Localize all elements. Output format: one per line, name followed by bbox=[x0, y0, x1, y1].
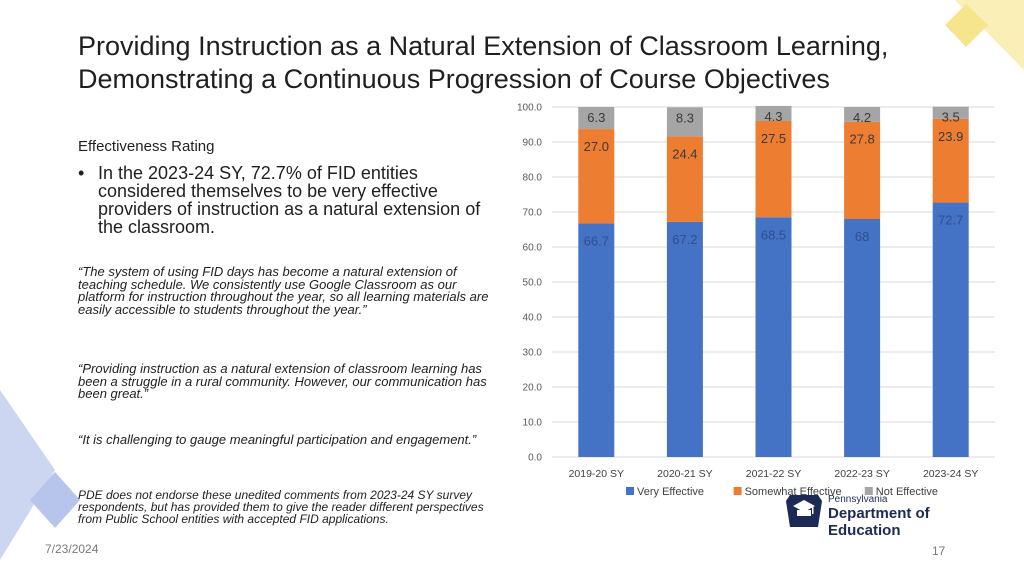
bar-segment-somewhat-effective bbox=[666, 136, 703, 222]
legend-label: Very Effective bbox=[637, 486, 704, 498]
legend-swatch bbox=[626, 487, 634, 495]
data-label: 4.2 bbox=[853, 110, 871, 125]
bar-segment-somewhat-effective bbox=[755, 121, 792, 218]
effectiveness-rating-heading: Effectiveness Rating bbox=[78, 138, 215, 155]
y-tick-label: 100.0 bbox=[517, 103, 542, 114]
data-label: 23.9 bbox=[938, 129, 963, 144]
bullet-text: In the 2023-24 SY, 72.7% of FID entities… bbox=[98, 163, 481, 237]
bar-segment-not-effective bbox=[578, 107, 615, 130]
data-label: 68.5 bbox=[761, 227, 786, 242]
y-tick-label: 10.0 bbox=[523, 418, 543, 429]
x-category-label: 2019-20 SY bbox=[569, 468, 624, 480]
bar-segment-not-effective bbox=[755, 105, 792, 121]
legend-swatch bbox=[864, 487, 873, 495]
data-label: 67.2 bbox=[672, 232, 697, 247]
quote-2: “Providing instruction as a natural exte… bbox=[78, 361, 487, 401]
bar-segment-not-effective bbox=[666, 107, 703, 137]
legend-label: Not Effective bbox=[876, 486, 938, 498]
bar-segment-not-effective bbox=[932, 106, 969, 119]
slide-title: Providing Instruction as a Natural Exten… bbox=[78, 31, 889, 94]
data-label: 3.5 bbox=[942, 110, 960, 125]
y-tick-label: 90.0 bbox=[523, 138, 543, 149]
keystone-school-icon bbox=[786, 495, 822, 527]
y-tick-label: 20.0 bbox=[523, 383, 543, 394]
x-category-label: 2020-21 SY bbox=[657, 468, 712, 480]
logo-state-text: Pennsylvania bbox=[828, 494, 888, 505]
y-tick-label: 40.0 bbox=[523, 313, 543, 324]
logo-department-text: Department of Education bbox=[828, 505, 930, 539]
pde-logo: Pennsylvania Department of Education bbox=[784, 491, 994, 539]
bar-segment-very-effective bbox=[666, 221, 703, 457]
data-label: 6.3 bbox=[587, 110, 605, 125]
x-category-label: 2022-23 SY bbox=[834, 468, 889, 480]
bar-segment-somewhat-effective bbox=[578, 129, 615, 224]
slide-date: 7/23/2024 bbox=[45, 542, 99, 556]
data-label: 24.4 bbox=[672, 146, 697, 161]
data-label: 66.7 bbox=[584, 234, 609, 249]
y-tick-label: 80.0 bbox=[523, 173, 543, 184]
quote-1: “The system of using FID days has become… bbox=[78, 264, 489, 317]
effectiveness-stacked-bar-chart: 0.0 10.0 20.0 30.0 40.0 50.0 60.0 70.0 80.0 90.0 1… bbox=[517, 103, 995, 498]
y-tick-label: 50.0 bbox=[523, 278, 543, 289]
x-category-label: 2023-24 SY bbox=[923, 468, 978, 480]
data-label: 27.8 bbox=[849, 132, 874, 147]
bar-segment-very-effective bbox=[932, 202, 969, 457]
data-label: 4.3 bbox=[764, 109, 782, 124]
decor-left-triangle bbox=[0, 390, 55, 560]
y-tick-label: 0.0 bbox=[528, 453, 542, 464]
data-label: 68 bbox=[855, 229, 869, 244]
data-label: 8.3 bbox=[676, 110, 694, 125]
disclaimer-note: PDE does not endorse these unedited comm… bbox=[78, 488, 484, 526]
bar-segment-somewhat-effective bbox=[844, 121, 881, 219]
bullet-point: • In the 2023-24 SY, 72.7% of FID entiti… bbox=[78, 164, 498, 236]
decor-diamond-small bbox=[945, 4, 988, 47]
y-tick-label: 60.0 bbox=[523, 243, 543, 254]
decor-left-diamond bbox=[30, 472, 80, 528]
bar-segment-very-effective bbox=[578, 223, 615, 457]
bar-segment-very-effective bbox=[844, 219, 881, 457]
decor-diamond-large bbox=[955, 0, 1024, 70]
bar-segment-somewhat-effective bbox=[932, 118, 969, 203]
x-category-label: 2021-22 SY bbox=[746, 468, 801, 480]
quote-3: “It is challenging to gauge meaningful p… bbox=[78, 432, 477, 447]
y-tick-label: 30.0 bbox=[523, 348, 543, 359]
page-number: 17 bbox=[932, 544, 946, 558]
data-label: 27.0 bbox=[584, 139, 609, 154]
data-label: 72.7 bbox=[938, 213, 963, 228]
y-tick-label: 70.0 bbox=[523, 208, 543, 219]
bullet-marker: • bbox=[78, 163, 85, 183]
data-label: 27.5 bbox=[761, 131, 786, 146]
legend-swatch bbox=[733, 487, 742, 495]
bar-segment-not-effective bbox=[844, 107, 881, 122]
bar-segment-very-effective bbox=[755, 217, 792, 457]
